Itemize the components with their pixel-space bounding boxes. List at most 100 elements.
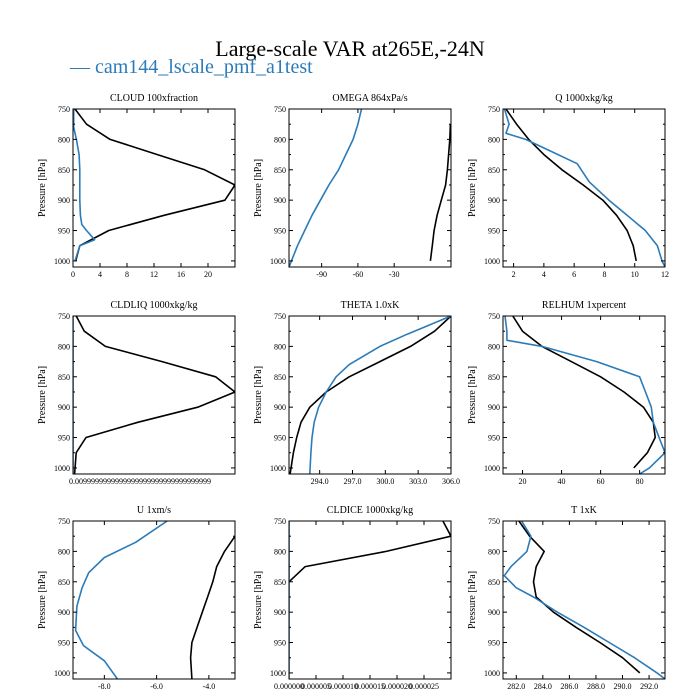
chart-panel: 750 800 850 900 950 1000 282.0 284.0 286.0 288.0 2… xyxy=(467,505,666,691)
series-line xyxy=(289,316,451,474)
y-tick-label: 800 xyxy=(488,342,500,351)
panel-title: CLDICE 1000xkg/kg xyxy=(327,505,413,516)
y-tick-label: 1000 xyxy=(54,464,70,473)
x-tick-label: 284.0 xyxy=(534,682,552,691)
panel-title: RELHUM 1xpercent xyxy=(542,300,626,311)
plot-frame xyxy=(288,315,452,475)
y-tick-label: 800 xyxy=(274,547,286,556)
plot-frame xyxy=(72,315,236,475)
x-tick-label: -90 xyxy=(316,270,327,279)
plot-frame xyxy=(502,315,666,475)
y-tick-label: 800 xyxy=(58,135,70,144)
y-tick-label: 750 xyxy=(58,517,70,526)
x-tick-label: 282.0 xyxy=(507,682,525,691)
series-line xyxy=(503,521,665,679)
x-tick-label: 288.0 xyxy=(587,682,605,691)
x-tick-label: -6.0 xyxy=(150,682,163,691)
y-tick-label: 1000 xyxy=(484,464,500,473)
y-tick-label: 950 xyxy=(274,434,286,443)
chart-panel: 750 800 850 900 950 1000 -8.0 -6.0 -4.0 U 1xm/s Pr… xyxy=(37,505,236,691)
series-line xyxy=(518,521,641,674)
figure-title: Large-scale VAR at265E,-24N xyxy=(215,36,485,61)
y-tick-label: 800 xyxy=(58,342,70,351)
panel-title: Q 1000xkg/kg xyxy=(555,93,613,104)
plot-frame xyxy=(288,108,452,268)
x-tick-label: 286.0 xyxy=(560,682,578,691)
x-tick-label: 0.000010 xyxy=(328,682,358,691)
x-tick-label: 16 xyxy=(177,270,185,279)
series-line xyxy=(512,316,657,469)
plot-frame xyxy=(502,520,666,680)
y-tick-label: 900 xyxy=(488,608,500,617)
y-tick-label: 750 xyxy=(274,105,286,114)
y-tick-label: 850 xyxy=(274,578,286,587)
series-line xyxy=(309,316,451,474)
y-tick-label: 800 xyxy=(58,547,70,556)
plot-frame xyxy=(502,108,666,268)
x-tick-label: 294.0 xyxy=(311,477,329,486)
y-tick-label: 750 xyxy=(488,312,500,321)
y-tick-label: 900 xyxy=(488,403,500,412)
y-tick-label: 950 xyxy=(488,434,500,443)
series-line xyxy=(505,109,637,262)
series-line xyxy=(73,316,235,474)
x-tick-label: 12 xyxy=(661,270,669,279)
x-tick-label: 290.0 xyxy=(614,682,632,691)
legend-entry: — cam144_lscale_pmf_a1test xyxy=(70,56,313,79)
plot-frame xyxy=(72,108,236,268)
x-tick-label: 60 xyxy=(597,477,605,486)
plot-frame xyxy=(72,520,236,680)
x-tick-label: -30 xyxy=(389,270,400,279)
x-tick-label: 0.000025 xyxy=(409,682,439,691)
x-tick-label: 2 xyxy=(512,270,516,279)
y-tick-label: 850 xyxy=(58,166,70,175)
series-line xyxy=(289,521,451,583)
series-line xyxy=(189,535,235,679)
x-tick-label: 0.000020 xyxy=(382,682,412,691)
y-tick-label: 750 xyxy=(488,105,500,114)
y-tick-label: 750 xyxy=(274,517,286,526)
legend-line-swatch: — xyxy=(70,56,90,78)
y-tick-label: 900 xyxy=(274,196,286,205)
panel-title: CLDLIQ 1000xkg/kg xyxy=(111,300,198,311)
series-line xyxy=(74,109,235,262)
x-tick-label: 6 xyxy=(572,270,576,279)
y-tick-label: 1000 xyxy=(54,257,70,266)
y-tick-label: 950 xyxy=(58,434,70,443)
x-tick-label: -8.0 xyxy=(98,682,111,691)
y-tick-label: 800 xyxy=(274,342,286,351)
y-tick-label: 950 xyxy=(274,227,286,236)
x-tick-label: 80 xyxy=(636,477,644,486)
panel-title: OMEGA 864xPa/s xyxy=(332,93,407,104)
series-line xyxy=(73,109,96,262)
chart-panel: 750 800 850 900 950 1000 20 40 60 80 RELHUM 1xperc… xyxy=(467,300,666,486)
y-axis-label: Pressure [hPa] xyxy=(467,366,478,424)
x-tick-label: 0.000015 xyxy=(355,682,385,691)
y-tick-label: 850 xyxy=(488,578,500,587)
x-tick-label: 300.0 xyxy=(376,477,394,486)
x-tick-label: 8 xyxy=(602,270,606,279)
y-axis-label: Pressure [hPa] xyxy=(37,159,48,217)
y-axis-label: Pressure [hPa] xyxy=(37,571,48,629)
y-tick-label: 850 xyxy=(488,373,500,382)
x-tick-label: -4.0 xyxy=(203,682,216,691)
y-tick-label: 750 xyxy=(58,312,70,321)
y-axis-label: Pressure [hPa] xyxy=(37,366,48,424)
y-tick-label: 850 xyxy=(58,373,70,382)
y-tick-label: 1000 xyxy=(270,464,286,473)
x-tick-label: 306.0 xyxy=(442,477,460,486)
series-line xyxy=(503,109,665,267)
y-tick-label: 950 xyxy=(58,227,70,236)
y-tick-label: 1000 xyxy=(270,669,286,678)
y-tick-label: 950 xyxy=(488,639,500,648)
x-tick-label: 8 xyxy=(125,270,129,279)
x-tick-label: 4 xyxy=(98,270,102,279)
x-tick-label: 20 xyxy=(519,477,527,486)
legend-label: cam144_lscale_pmf_a1test xyxy=(95,56,313,78)
series-line xyxy=(429,124,451,261)
chart-panel: 750 800 850 900 950 1000 0.0099999999999999999… xyxy=(37,300,236,486)
x-tick-label: 4 xyxy=(542,270,546,279)
y-tick-label: 900 xyxy=(274,403,286,412)
